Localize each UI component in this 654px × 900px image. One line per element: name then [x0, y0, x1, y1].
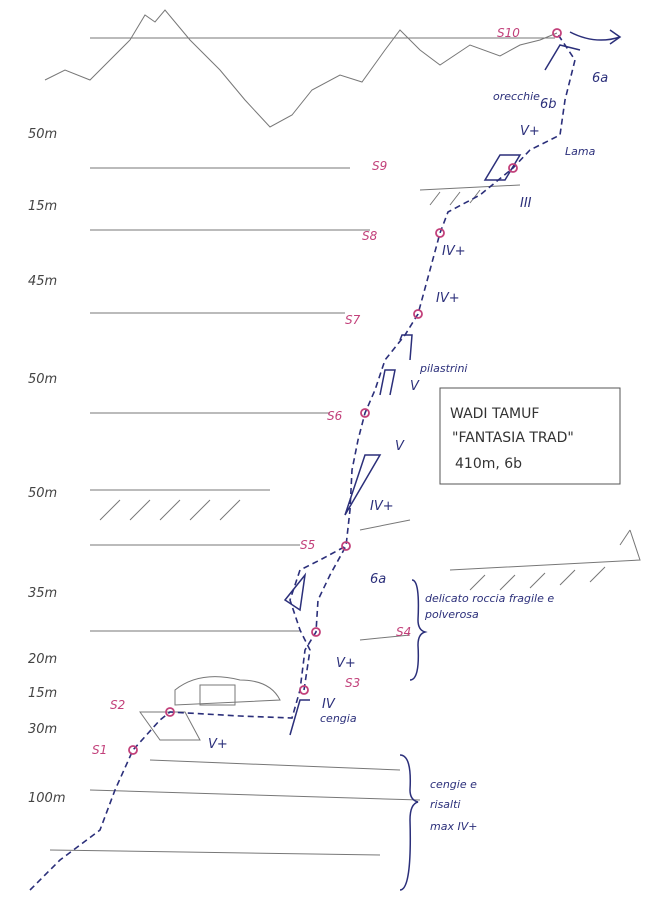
grade: 6b — [540, 97, 557, 112]
route-variant — [289, 545, 347, 691]
note: polverosa — [424, 608, 479, 621]
grade: IV+ — [370, 499, 394, 514]
pitch-length: 45m — [28, 274, 57, 289]
grade: V+ — [208, 737, 228, 752]
note: delicato roccia fragile e — [425, 592, 554, 605]
features — [283, 44, 581, 736]
skyline — [44, 9, 558, 128]
belay-label: S3 — [345, 676, 360, 690]
note: cengia — [320, 712, 357, 725]
pitch-length: 35m — [28, 586, 57, 601]
grade: V+ — [336, 656, 356, 671]
grade: III — [520, 196, 532, 211]
belay-label: S9 — [372, 159, 387, 173]
note: pilastrini — [419, 362, 468, 375]
pitch-lines — [49, 37, 641, 856]
pitch-length: 50m — [28, 372, 57, 387]
belay-label: S7 — [345, 313, 361, 327]
belay-label: S2 — [110, 698, 125, 712]
note: risalti — [430, 798, 460, 811]
grade: 6a — [370, 572, 386, 587]
grade: V+ — [520, 124, 540, 139]
grade: 6a — [592, 71, 608, 86]
belay-label: S1 — [92, 743, 107, 757]
box-line: WADI TAMUF — [450, 406, 539, 422]
braces — [399, 579, 428, 891]
box-line: "FANTASIA TRAD" — [452, 430, 574, 446]
belay-label: S10 — [497, 26, 520, 40]
grade: V — [395, 439, 405, 454]
belay-label: S4 — [396, 625, 411, 639]
belay-label: S8 — [362, 229, 378, 243]
note: cengie e — [430, 778, 477, 791]
exit-arrow — [569, 29, 622, 45]
pitch-length: 50m — [28, 486, 57, 501]
pitch-length: 100m — [28, 791, 65, 806]
pitch-length: 15m — [28, 199, 57, 214]
grade: IV+ — [436, 291, 460, 306]
note: orecchie — [493, 90, 540, 103]
belay-label: S6 — [327, 409, 343, 423]
pitch-length: 50m — [28, 127, 57, 142]
pitch-length: 20m — [28, 652, 57, 667]
box-line: 410m, 6b — [455, 456, 522, 472]
grade: V — [410, 379, 420, 394]
route — [29, 32, 576, 891]
grade: IV+ — [442, 244, 466, 259]
note: Lama — [565, 145, 596, 158]
belay-stops — [128, 28, 562, 755]
pitch-length: 15m — [28, 686, 57, 701]
title-box — [439, 387, 621, 485]
grade: IV — [322, 697, 336, 712]
pitch-length: 30m — [28, 722, 57, 737]
belay-label: S5 — [300, 538, 315, 552]
note: max IV+ — [430, 820, 477, 833]
